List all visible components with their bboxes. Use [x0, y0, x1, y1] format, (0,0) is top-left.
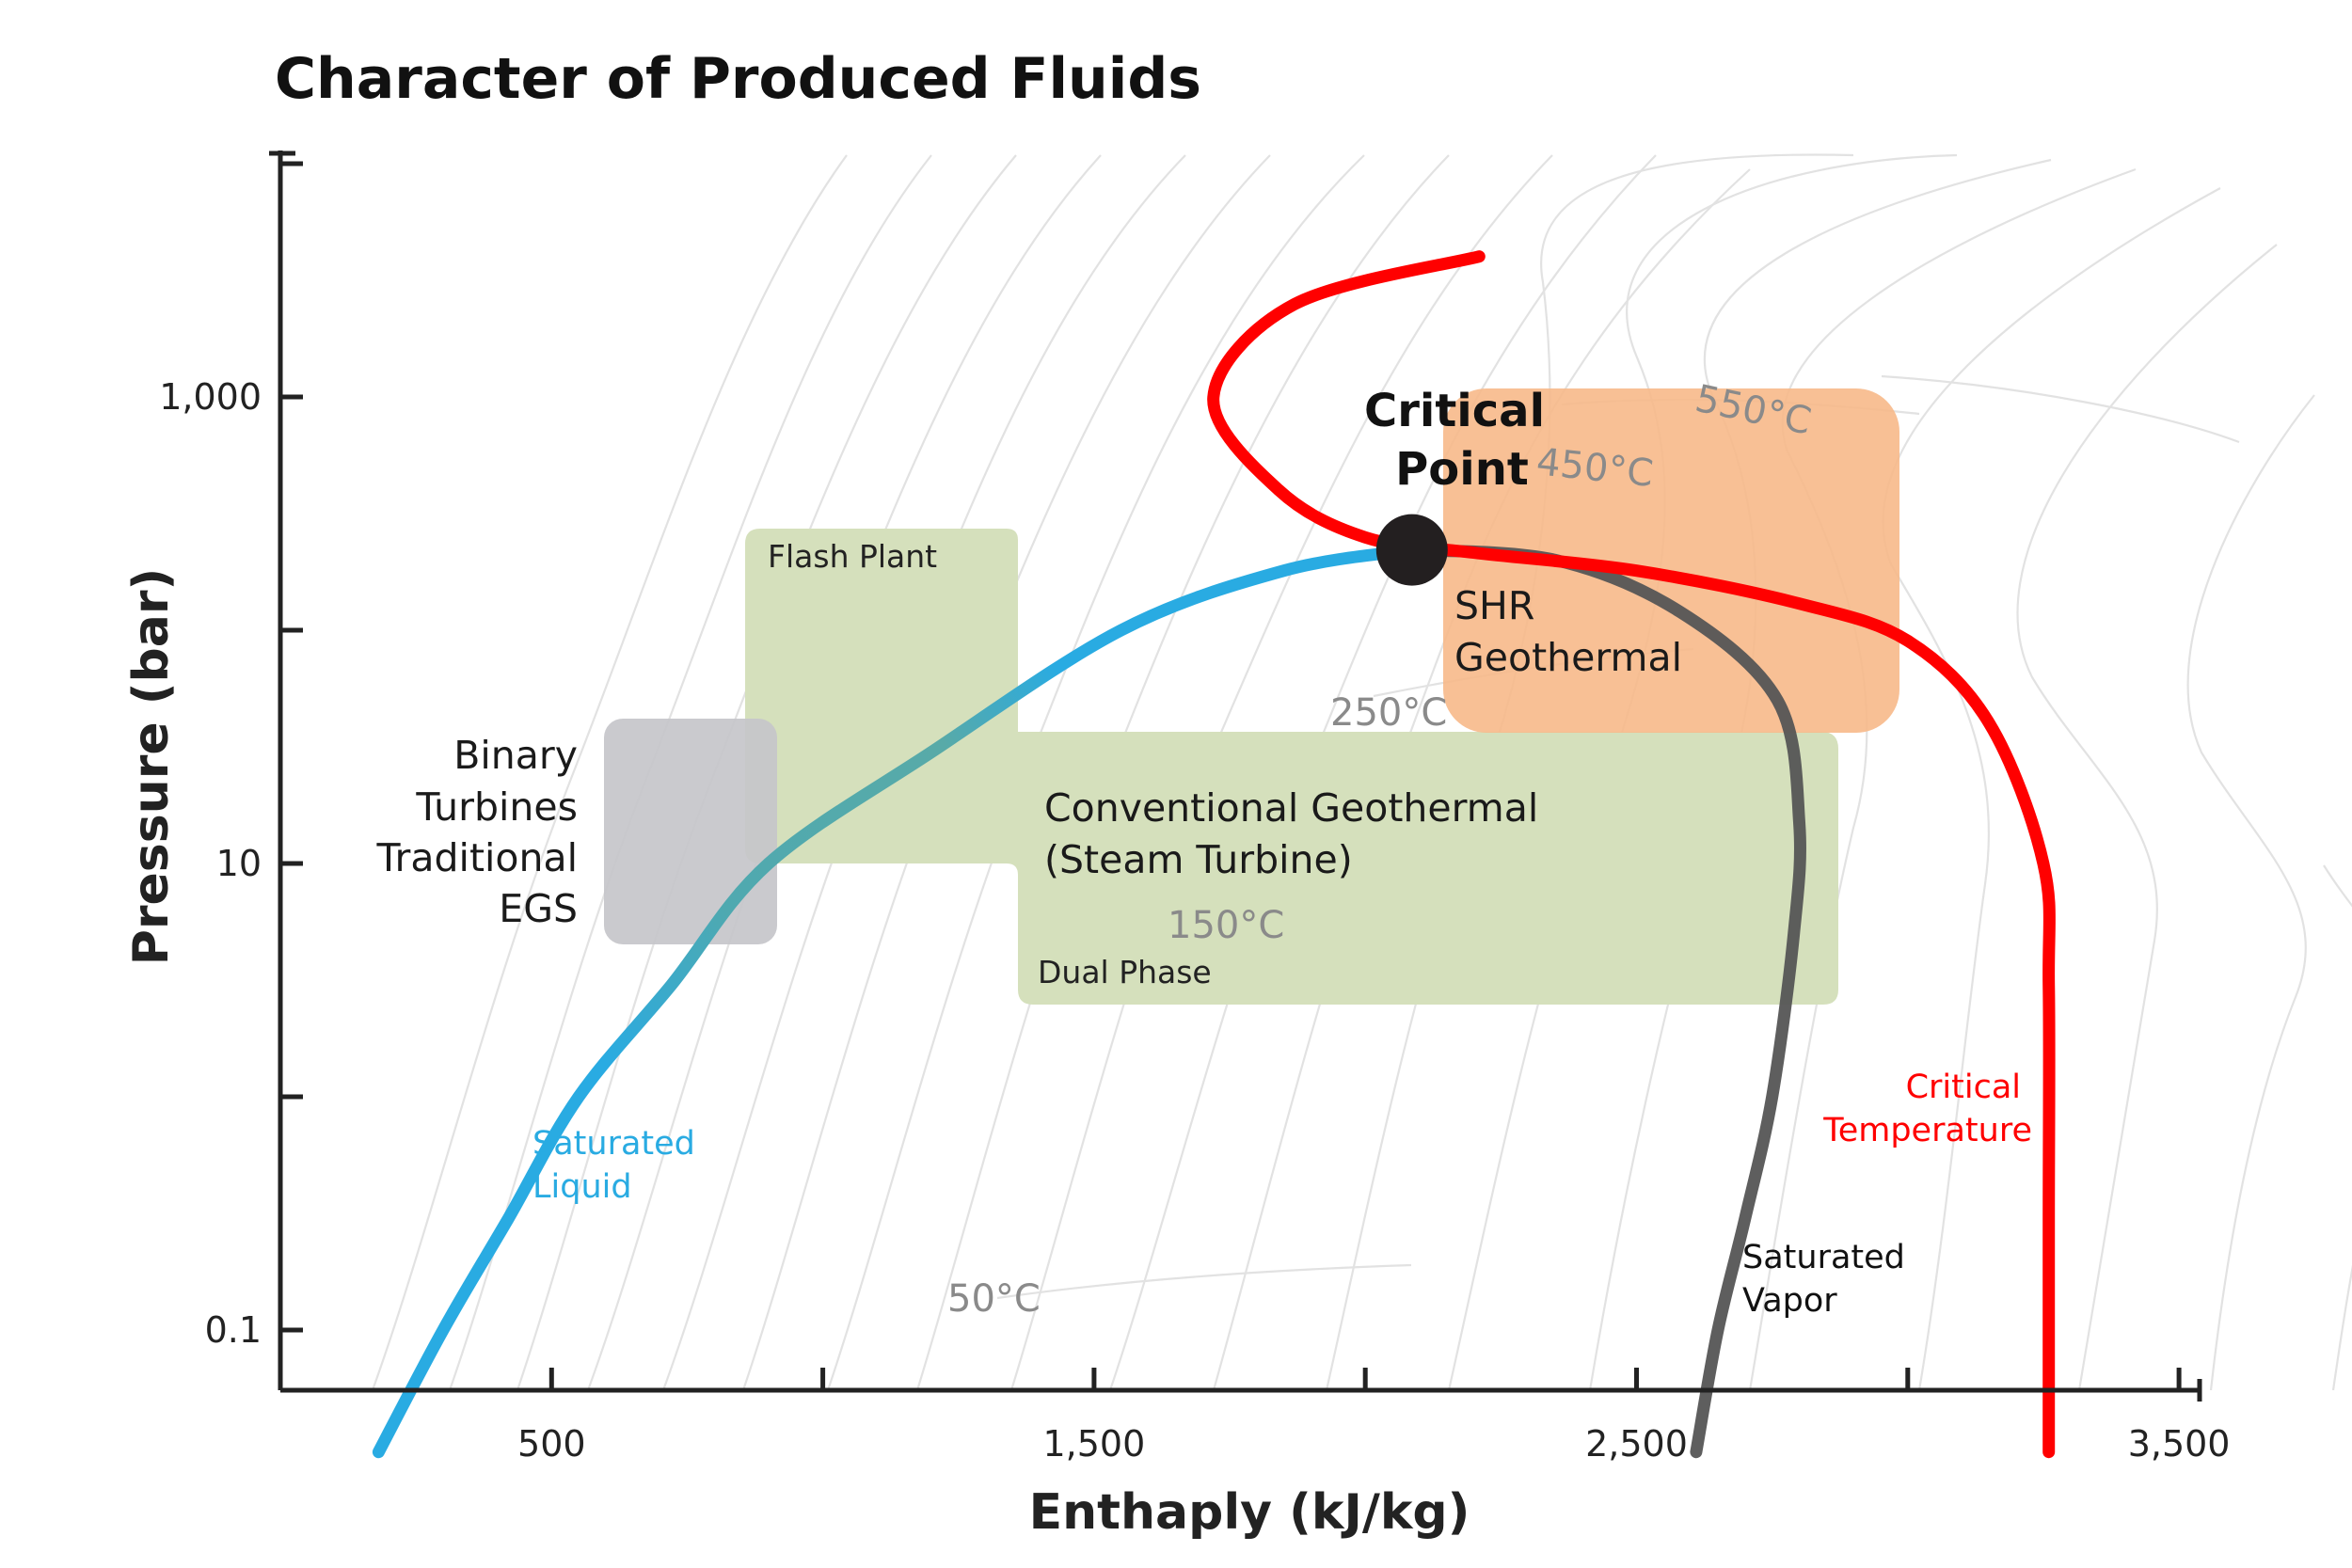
isotherm-line — [2186, 394, 2315, 1391]
isotherm-line — [2016, 244, 2278, 1391]
axis-ticks: 500 1,500 2,500 3,500 0.1 10 1,000 — [159, 150, 2231, 1465]
x-tick-label: 500 — [517, 1423, 586, 1465]
traditional-label: Traditional — [376, 835, 578, 880]
isotherm-label-50: 50°C — [947, 1277, 1041, 1321]
conventional-geothermal-label: Conventional Geothermal — [1044, 785, 1538, 831]
x-tick-label: 2,500 — [1585, 1423, 1688, 1465]
critical-temperature-curve — [1207, 250, 2056, 1459]
region-layer — [604, 388, 1899, 1005]
chart-title: Character of Produced Fluids — [275, 46, 1201, 112]
critical-point-marker — [1375, 514, 1448, 586]
curves-layer — [372, 250, 2056, 1459]
curve-annotations: Saturated Liquid Saturated Vapor Critica… — [532, 1069, 2032, 1320]
geothermal-label: Geothermal — [1454, 635, 1682, 680]
turbines-label: Turbines — [415, 784, 578, 830]
region-conventional-geothermal — [745, 529, 1838, 1005]
critical-temperature-label-line2: Temperature — [1822, 1112, 2032, 1149]
egs-label: EGS — [499, 886, 578, 931]
region-shr-geothermal — [1443, 388, 1899, 733]
x-tick-label: 3,500 — [2128, 1423, 2231, 1465]
flash-plant-label: Flash Plant — [768, 538, 937, 575]
isotherm-line — [1881, 374, 2240, 444]
axes — [278, 150, 2200, 1393]
saturated-liquid-label-line2: Liquid — [532, 1168, 632, 1206]
saturated-liquid-label-line1: Saturated — [532, 1125, 695, 1163]
binary-label: Binary — [453, 733, 578, 778]
saturated-liquid-curve — [372, 544, 1419, 1459]
critical-temperature-label-line1: Critical — [1906, 1069, 2021, 1106]
isotherm-line — [371, 154, 848, 1391]
y-tick-label: 10 — [216, 843, 262, 884]
isotherm-line — [2323, 864, 2352, 1391]
isotherm-line — [1882, 187, 2221, 1391]
isotherm-line — [996, 1263, 1412, 1300]
saturated-vapor-curve — [1406, 544, 1806, 1459]
x-axis-title: Enthaply (kJ/kg) — [1029, 1484, 1470, 1541]
isotherm-label-250: 250°C — [1330, 691, 1447, 735]
isotherm-label-150: 150°C — [1168, 904, 1284, 947]
dual-phase-label: Dual Phase — [1038, 954, 1212, 990]
steam-turbine-label: (Steam Turbine) — [1044, 837, 1353, 882]
x-tick-label: 1,500 — [1043, 1423, 1146, 1465]
saturated-vapor-label-line1: Saturated — [1742, 1239, 1905, 1276]
shr-label: SHR — [1454, 583, 1534, 628]
critical-point-label-line2: Point — [1395, 443, 1529, 496]
y-tick-label: 0.1 — [205, 1309, 262, 1351]
saturated-vapor-label-line2: Vapor — [1742, 1282, 1837, 1320]
y-tick-label: 1,000 — [159, 376, 262, 418]
critical-point-label-line1: Critical — [1364, 385, 1545, 437]
critical-point-dot — [1375, 514, 1448, 586]
y-axis-title: Pressure (bar) — [123, 568, 180, 965]
region-labels: Flash Plant Conventional Geothermal (Ste… — [376, 538, 1682, 990]
region-binary-turbines — [604, 719, 777, 944]
